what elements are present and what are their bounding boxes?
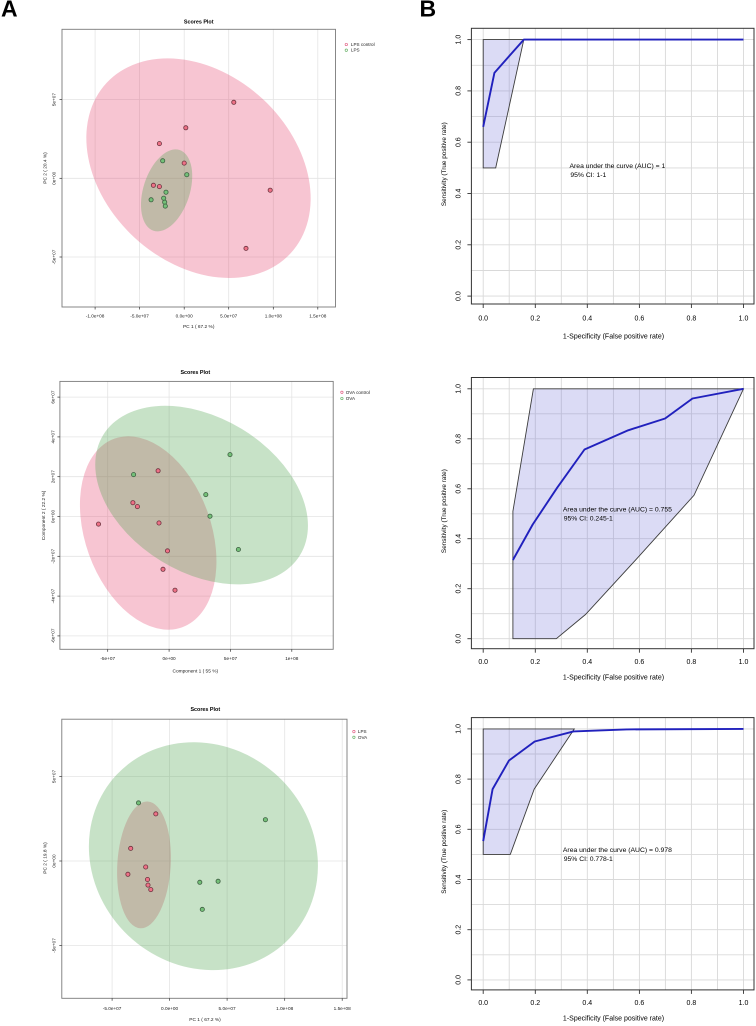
svg-text:95% CI: 0.245-1: 95% CI: 0.245-1 [564,516,613,523]
svg-text:-5.0e+07: -5.0e+07 [130,314,149,319]
svg-text:0.8: 0.8 [455,86,462,96]
svg-text:0.8: 0.8 [455,434,462,444]
svg-text:0.2: 0.2 [455,584,462,594]
svg-text:0.2: 0.2 [530,1000,540,1007]
svg-text:1.0: 1.0 [455,724,462,734]
svg-text:OVA control: OVA control [346,390,370,395]
svg-text:0.0: 0.0 [478,659,488,666]
svg-text:1.0e+08: 1.0e+08 [265,314,282,319]
svg-text:0.0e+00: 0.0e+00 [161,1006,178,1011]
svg-text:Scores Plot: Scores Plot [190,707,220,713]
svg-text:PC 2 ( 19.8 %): PC 2 ( 19.8 %) [43,842,49,874]
svg-text:0.8: 0.8 [687,315,697,322]
svg-text:0.0: 0.0 [455,634,462,644]
svg-text:1.0: 1.0 [455,384,462,394]
svg-text:5e+07: 5e+07 [52,770,57,784]
svg-text:0.8: 0.8 [687,1000,697,1007]
svg-text:1.5e+08: 1.5e+08 [334,1006,351,1011]
svg-text:0.8: 0.8 [687,659,697,666]
svg-text:Area under the curve (AUC) = 1: Area under the curve (AUC) = 1 [570,163,666,170]
svg-text:1.5e+08: 1.5e+08 [309,314,326,319]
svg-text:0.6: 0.6 [635,659,645,666]
svg-text:0.2: 0.2 [455,240,462,250]
svg-text:95% CI: 1-1: 95% CI: 1-1 [570,172,606,179]
svg-text:0.8: 0.8 [455,774,462,784]
svg-text:1-Specificity (False positive: 1-Specificity (False positive rate) [563,333,664,340]
svg-text:OVA: OVA [346,396,356,401]
svg-text:0.6: 0.6 [635,1000,645,1007]
svg-text:-5e+07: -5e+07 [100,656,115,661]
svg-text:5.0e+07: 5.0e+07 [219,1006,236,1011]
svg-text:1.0: 1.0 [455,35,462,45]
svg-text:4e+07: 4e+07 [51,430,56,444]
svg-text:-5.0e+07: -5.0e+07 [103,1006,122,1011]
svg-text:0.0: 0.0 [455,291,462,301]
svg-text:Area under the curve (AUC) = 0: Area under the curve (AUC) = 0.978 [563,847,672,854]
svg-text:Scores Plot: Scores Plot [180,370,210,376]
svg-text:95% CI: 0.778-1: 95% CI: 0.778-1 [564,856,613,863]
svg-text:5e+07: 5e+07 [52,93,57,107]
svg-text:Area under the curve (AUC) = 0: Area under the curve (AUC) = 0.755 [563,506,672,513]
svg-text:Sensitivity (True positive rat: Sensitivity (True positive rate) [441,469,448,553]
svg-text:-5e+07: -5e+07 [52,938,57,953]
svg-text:0.4: 0.4 [582,315,592,322]
svg-text:2e+07: 2e+07 [51,470,56,484]
svg-text:6e+07: 6e+07 [51,390,56,404]
svg-text:0.4: 0.4 [582,659,592,666]
svg-text:0e+00: 0e+00 [52,854,57,868]
svg-text:LPS control: LPS control [351,42,375,47]
svg-text:5.0e+07: 5.0e+07 [220,314,237,319]
svg-text:0.4: 0.4 [582,1000,592,1007]
svg-text:Component 2 ( 22.2 %): Component 2 ( 22.2 %) [41,490,47,540]
svg-text:0.6: 0.6 [635,315,645,322]
svg-text:1e+08: 1e+08 [285,656,299,661]
svg-text:0.6: 0.6 [455,824,462,834]
svg-text:Sensitivity (True positive rat: Sensitivity (True positive rate) [441,810,448,894]
svg-text:0.4: 0.4 [455,189,462,199]
svg-text:-4e+07: -4e+07 [51,588,56,603]
svg-text:1-Specificity (False positive: 1-Specificity (False positive rate) [563,674,664,681]
svg-text:0.0: 0.0 [478,315,488,322]
svg-text:0e+00: 0e+00 [163,656,177,661]
svg-text:0.2: 0.2 [455,925,462,935]
svg-text:-1.0e+08: -1.0e+08 [86,314,105,319]
svg-text:PC 1 ( 67.2 %): PC 1 ( 67.2 %) [183,324,215,330]
svg-text:1.0e+08: 1.0e+08 [276,1006,293,1011]
svg-text:LPS: LPS [351,48,360,53]
svg-text:PC 2 ( 20.4 %): PC 2 ( 20.4 %) [43,152,49,184]
svg-text:0.0e+00: 0.0e+00 [176,314,193,319]
svg-text:0.6: 0.6 [455,137,462,147]
svg-text:0.4: 0.4 [455,875,462,885]
svg-text:1.0: 1.0 [739,1000,749,1007]
svg-text:0.6: 0.6 [455,484,462,494]
svg-text:0.0: 0.0 [478,1000,488,1007]
svg-text:OVA: OVA [358,735,368,740]
svg-text:PC 1 ( 67.2 %): PC 1 ( 67.2 %) [189,1017,221,1023]
svg-text:0.0: 0.0 [455,975,462,985]
svg-text:0e+00: 0e+00 [51,510,56,524]
svg-text:A: A [1,0,18,22]
svg-text:Scores Plot: Scores Plot [184,19,214,25]
svg-text:0e+00: 0e+00 [52,171,57,185]
svg-text:Component 1 ( 55 %): Component 1 ( 55 %) [172,669,218,675]
svg-text:1-Specificity (False positive: 1-Specificity (False positive rate) [563,1016,664,1023]
svg-text:-5e+07: -5e+07 [52,249,57,264]
svg-text:1.0: 1.0 [739,315,749,322]
svg-text:1.0: 1.0 [739,659,749,666]
svg-text:-2e+07: -2e+07 [51,549,56,564]
svg-text:0.2: 0.2 [530,659,540,666]
svg-text:B: B [420,0,437,22]
svg-text:Sensitivity (True positive rat: Sensitivity (True positive rate) [441,122,448,206]
svg-text:0.4: 0.4 [455,534,462,544]
svg-text:5e+07: 5e+07 [224,656,238,661]
svg-text:LPS: LPS [358,729,367,734]
svg-text:-6e+07: -6e+07 [51,628,56,643]
svg-text:0.2: 0.2 [530,315,540,322]
